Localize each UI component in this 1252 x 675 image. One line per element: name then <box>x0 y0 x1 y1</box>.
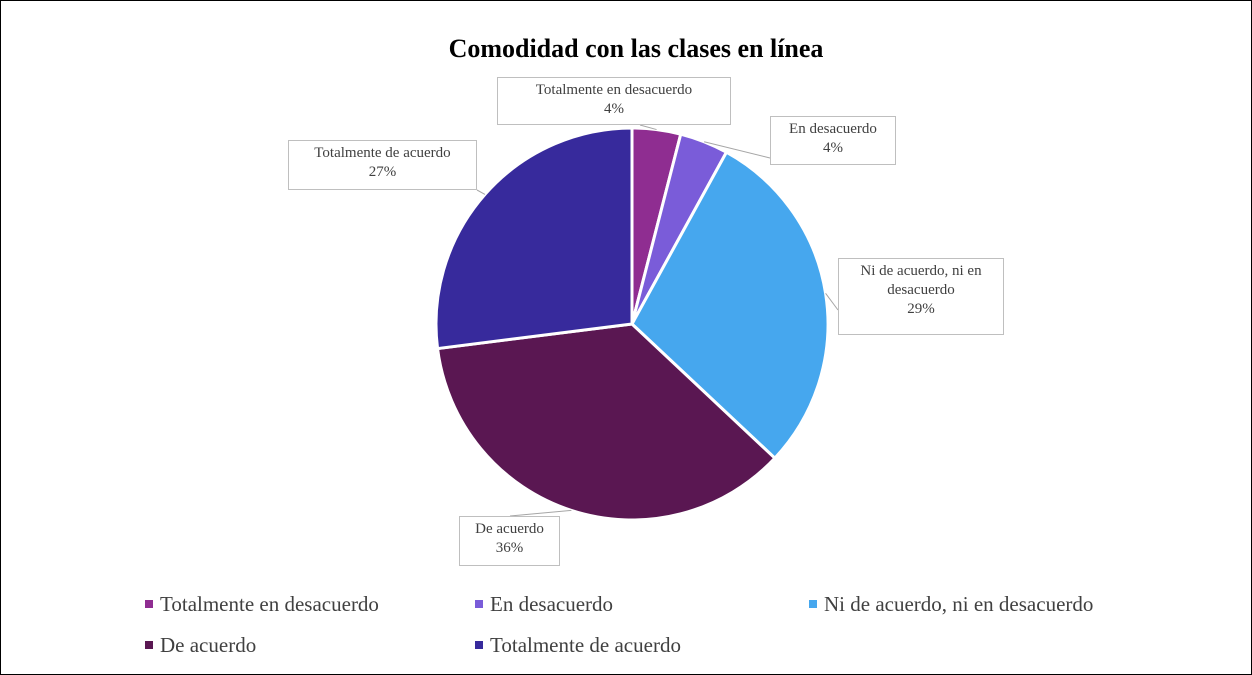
legend-label: Ni de acuerdo, ni en desacuerdo <box>824 591 1094 616</box>
legend-swatch <box>809 600 817 608</box>
data-label: Totalmente de acuerdo 27% <box>288 140 477 190</box>
pie-slice <box>434 126 634 351</box>
data-label: En desacuerdo 4% <box>770 116 896 165</box>
legend-label: En desacuerdo <box>490 591 614 616</box>
data-label-category: Ni de acuerdo, ni en desacuerdo <box>860 263 982 298</box>
data-label: Totalmente en desacuerdo 4% <box>497 77 731 125</box>
legend-label: Totalmente en desacuerdo <box>160 591 379 616</box>
legend-label: Totalmente de acuerdo <box>490 632 681 657</box>
legend-item: Ni de acuerdo, ni en desacuerdo <box>809 591 1093 617</box>
data-label-category: En desacuerdo <box>789 121 877 137</box>
legend-label: De acuerdo <box>160 632 257 657</box>
legend-item: De acuerdo <box>145 632 256 658</box>
leader-line <box>704 141 771 159</box>
legend-item: Totalmente de acuerdo <box>475 632 681 658</box>
pie-slice <box>435 322 777 522</box>
data-label-value: 29% <box>907 301 935 317</box>
legend-item: Totalmente en desacuerdo <box>145 591 379 617</box>
legend-swatch <box>145 600 153 608</box>
data-label-value: 27% <box>368 164 397 180</box>
data-label-category: Totalmente en desacuerdo <box>535 82 693 98</box>
legend-item: En desacuerdo <box>475 591 613 617</box>
legend-swatch <box>145 641 153 649</box>
data-label-value: 4% <box>823 140 843 156</box>
leader-line <box>825 293 839 311</box>
chart-title: Comodidad con las clases en línea <box>449 34 824 63</box>
data-label-category: De acuerdo <box>475 521 544 537</box>
data-label-category: Totalmente de acuerdo <box>314 145 451 161</box>
leader-line <box>509 509 572 517</box>
data-label: De acuerdo 36% <box>459 516 560 566</box>
leader-line <box>639 124 657 131</box>
data-label-value: 36% <box>495 540 524 556</box>
data-label-value: 4% <box>604 101 624 117</box>
pie-slice <box>630 150 830 461</box>
legend-swatch <box>475 600 483 608</box>
data-label: Ni de acuerdo, ni en desacuerdo 29% <box>838 258 1004 335</box>
leader-line <box>476 189 486 195</box>
legend-swatch <box>475 641 483 649</box>
